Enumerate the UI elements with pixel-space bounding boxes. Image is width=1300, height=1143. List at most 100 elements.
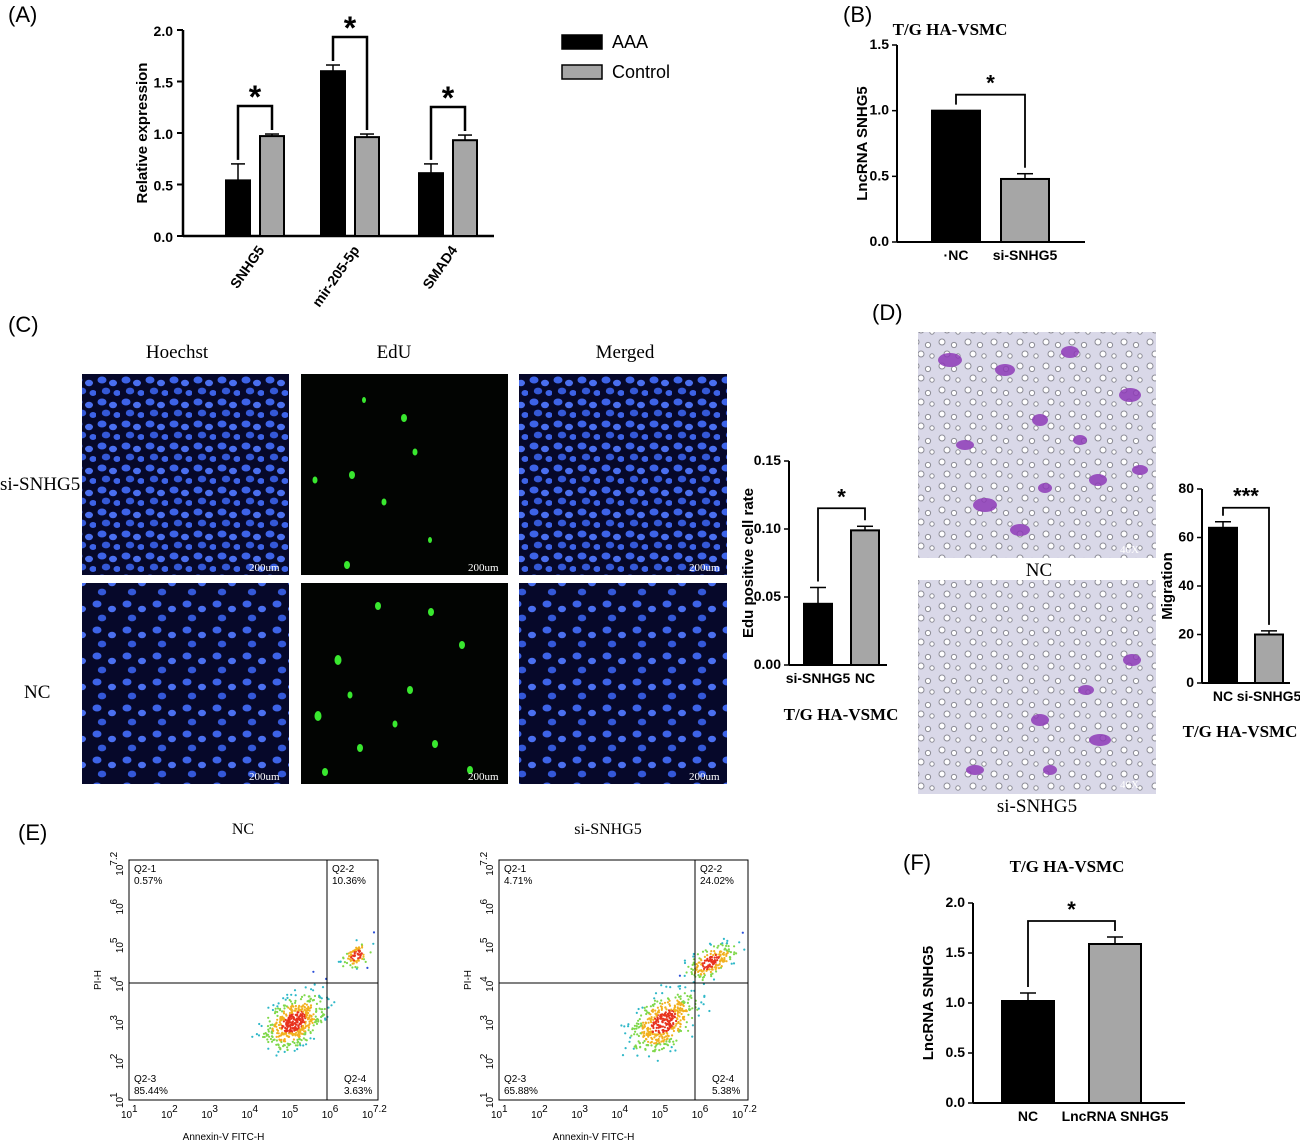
panel-label-c: (C) bbox=[8, 312, 39, 337]
event-dot bbox=[637, 1022, 640, 1026]
event-dot bbox=[281, 1015, 284, 1018]
x-tick-label: 10 bbox=[611, 1110, 623, 1121]
event-dot bbox=[262, 1032, 266, 1035]
image-edu-nc bbox=[301, 583, 508, 784]
event-dot bbox=[657, 1037, 660, 1041]
significance-bracket bbox=[955, 93, 1026, 168]
event-dot bbox=[356, 952, 359, 955]
event-dot bbox=[303, 1021, 306, 1024]
event-dot bbox=[678, 1015, 681, 1018]
event-dot bbox=[315, 1007, 318, 1011]
event-dot bbox=[665, 1030, 668, 1033]
event-dot bbox=[286, 1021, 289, 1024]
panel-label-a: (A) bbox=[8, 2, 37, 27]
event-dot bbox=[706, 959, 709, 962]
event-dot bbox=[670, 1037, 673, 1040]
x-tick-label: si-SNHG5 bbox=[1237, 688, 1300, 704]
event-dot bbox=[637, 1040, 640, 1043]
event-dot bbox=[644, 1022, 648, 1025]
event-dot bbox=[668, 1004, 672, 1007]
event-dot bbox=[656, 1018, 660, 1022]
event-dot bbox=[297, 1006, 300, 1009]
event-dot bbox=[360, 943, 363, 946]
event-dot bbox=[706, 954, 709, 957]
bar bbox=[931, 109, 981, 243]
x-tick-exponent: 3 bbox=[582, 1104, 588, 1115]
bar bbox=[1088, 943, 1142, 1104]
event-dot bbox=[717, 944, 720, 947]
event-dot bbox=[289, 1043, 292, 1046]
event-dot bbox=[276, 1010, 279, 1014]
event-dot bbox=[729, 956, 732, 959]
event-dot bbox=[271, 1035, 274, 1039]
event-dot bbox=[691, 1024, 695, 1027]
event-dot bbox=[288, 1018, 291, 1022]
plot-frame bbox=[498, 859, 749, 1101]
event-dot bbox=[296, 1041, 299, 1044]
event-dot bbox=[643, 1006, 646, 1010]
panel-label-d: (D) bbox=[872, 300, 903, 325]
event-dot bbox=[274, 1023, 277, 1026]
y-tick-label: 10 bbox=[485, 1096, 496, 1108]
event-dot bbox=[304, 1030, 307, 1033]
event-dot bbox=[710, 973, 713, 976]
event-dot bbox=[355, 960, 358, 963]
event-dot bbox=[651, 1038, 654, 1041]
event-dot bbox=[357, 957, 360, 960]
col-header-merged: Merged bbox=[596, 342, 655, 363]
event-dot bbox=[310, 1014, 313, 1017]
event-dot bbox=[291, 1033, 295, 1036]
event-dot bbox=[725, 949, 728, 952]
event-dot bbox=[345, 952, 349, 955]
scale-bar-label: 200um bbox=[249, 562, 280, 574]
event-dot bbox=[659, 1043, 662, 1046]
event-dot bbox=[743, 948, 746, 951]
event-dot bbox=[666, 1037, 669, 1040]
event-dot bbox=[654, 1020, 658, 1023]
event-dot bbox=[304, 1026, 307, 1029]
event-dot bbox=[656, 1006, 660, 1009]
event-dot bbox=[647, 1044, 650, 1047]
y-tick-label: 0.00 bbox=[754, 656, 781, 672]
bar bbox=[418, 172, 444, 237]
event-dot bbox=[296, 1038, 299, 1041]
y-tick-exponent: 2 bbox=[479, 1053, 490, 1059]
x-tick-exponent: 6 bbox=[703, 1104, 709, 1115]
event-dot bbox=[645, 1005, 648, 1008]
panel-c-images: Hoechst EdU Merged si-SNHG5 NC 200um 200… bbox=[0, 342, 727, 784]
y-tick-label: 0.0 bbox=[946, 1094, 966, 1110]
event-dot bbox=[300, 1010, 303, 1013]
event-dot bbox=[690, 971, 693, 974]
event-dot bbox=[288, 1014, 291, 1017]
event-dot bbox=[676, 1003, 679, 1006]
event-dot bbox=[666, 1012, 669, 1016]
event-dot bbox=[320, 1015, 323, 1019]
event-dot bbox=[654, 1017, 657, 1020]
significance-bracket bbox=[429, 105, 467, 160]
event-dot bbox=[649, 1033, 652, 1036]
significance-marker: * bbox=[442, 80, 455, 116]
x-tick-exponent: 4 bbox=[252, 1104, 258, 1115]
y-axis-label: PI-H bbox=[463, 970, 474, 990]
event-dot bbox=[301, 1028, 304, 1031]
y-tick-label: 0.15 bbox=[754, 452, 781, 468]
event-dot bbox=[691, 963, 694, 967]
chart-title: T/G HA-VSMC bbox=[1010, 857, 1125, 876]
event-dot bbox=[277, 1050, 280, 1053]
event-dot bbox=[684, 986, 687, 989]
event-dot bbox=[291, 1002, 294, 1005]
event-dot bbox=[643, 1030, 646, 1033]
event-dot bbox=[654, 992, 658, 995]
event-dot bbox=[692, 955, 695, 958]
quadrant-name: Q2-2 bbox=[700, 864, 723, 875]
event-dot bbox=[276, 1005, 279, 1008]
event-dot bbox=[286, 1048, 289, 1052]
y-tick-label: 40 bbox=[1178, 577, 1194, 593]
event-dot bbox=[652, 1023, 656, 1026]
event-dot bbox=[294, 1025, 297, 1028]
event-dot bbox=[301, 1018, 304, 1021]
event-dot bbox=[672, 1043, 675, 1046]
chart-title: T/G HA-VSMC bbox=[1183, 722, 1298, 741]
event-dot bbox=[273, 1012, 277, 1015]
scale-bar-label: 200um bbox=[468, 771, 499, 783]
